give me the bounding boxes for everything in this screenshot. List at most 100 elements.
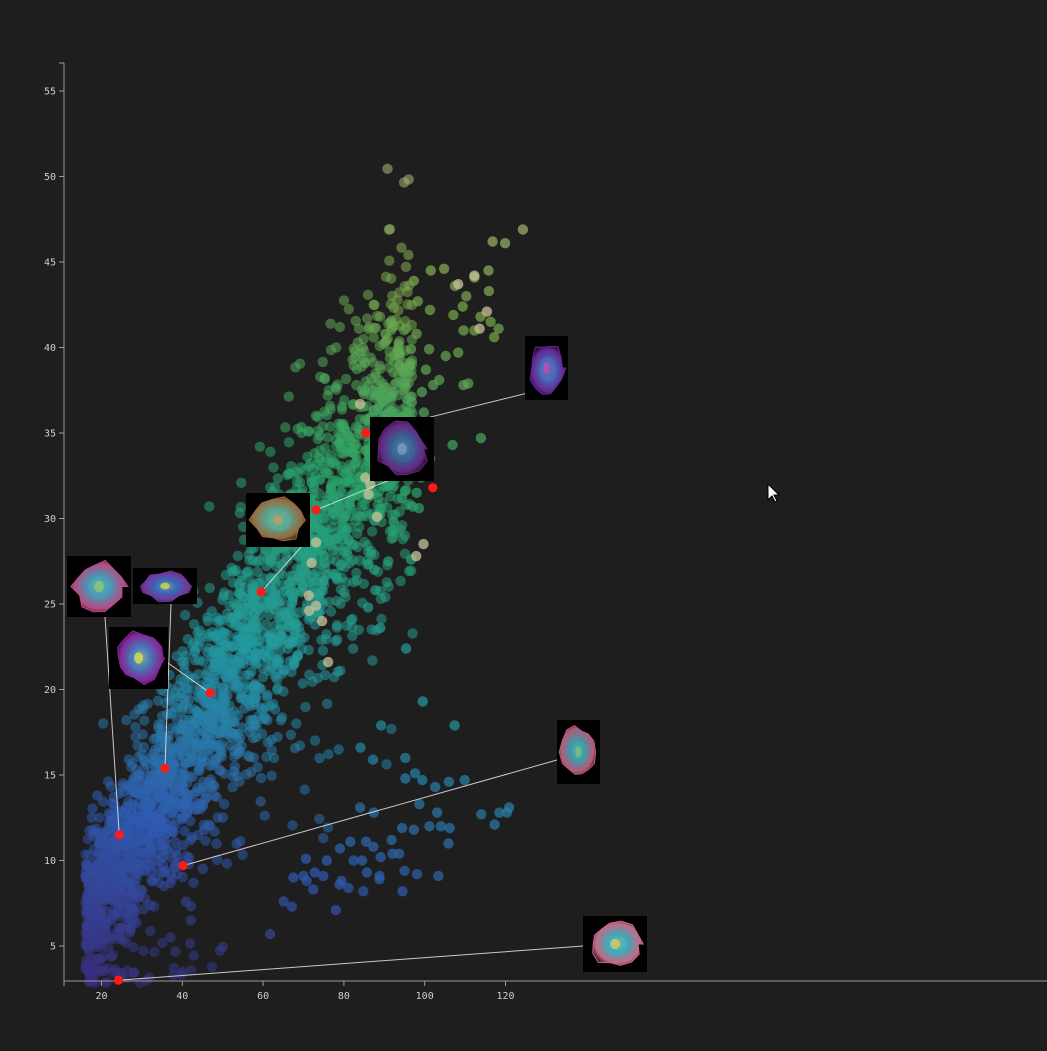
scatter-point	[101, 905, 112, 917]
scatter-point	[94, 812, 105, 823]
scatter-point	[235, 836, 246, 847]
selected-point[interactable]	[256, 587, 266, 597]
scatter-point	[318, 512, 330, 524]
scatter-point	[313, 589, 324, 600]
scatter-point	[425, 265, 436, 276]
scatter-point	[368, 807, 379, 818]
scatter-point	[173, 801, 185, 812]
selected-point[interactable]	[311, 505, 321, 515]
scatter-point	[123, 796, 134, 808]
scatter-point	[325, 482, 337, 493]
scatter-point	[130, 721, 141, 733]
scatter-point	[354, 802, 366, 813]
scatter-point	[178, 783, 189, 795]
cell-thumbnail-3[interactable]	[109, 627, 168, 689]
scatter-point	[113, 922, 124, 934]
scatter-point	[371, 379, 382, 391]
scatter-point	[292, 423, 303, 435]
scatter-point	[398, 367, 409, 379]
cell-thumbnail-7[interactable]	[557, 720, 600, 784]
scatter-point	[335, 461, 347, 472]
cell-thumbnail-1[interactable]	[67, 556, 131, 617]
selected-point[interactable]	[205, 688, 215, 698]
scatter-point	[315, 474, 326, 485]
scatter-point	[104, 829, 115, 840]
scatter-point	[322, 656, 334, 668]
selected-point[interactable]	[160, 763, 170, 773]
selected-point[interactable]	[114, 830, 124, 840]
scatter-point	[318, 870, 329, 882]
scatter-point	[284, 620, 296, 631]
scatter-point	[396, 242, 407, 253]
pointer-arrow-icon	[767, 482, 781, 503]
scatter-point	[489, 332, 500, 343]
scatter-point	[251, 657, 262, 669]
scatter-point	[272, 683, 284, 694]
scatter-point	[217, 594, 228, 605]
scatter-point	[278, 607, 289, 618]
scatter-point	[340, 477, 352, 488]
scatter-point	[142, 698, 153, 710]
scatter-point	[369, 564, 380, 575]
scatter-point	[360, 376, 371, 387]
scatter-point	[414, 798, 425, 810]
scatter-point	[85, 904, 97, 915]
selected-point[interactable]	[428, 483, 438, 493]
scatter-point	[424, 821, 435, 832]
scatter-point	[103, 963, 114, 974]
scatter-point	[183, 724, 195, 736]
scatter-point	[330, 636, 341, 647]
scatter-point	[128, 815, 139, 826]
scatter-point	[359, 499, 370, 510]
scatter-point	[368, 405, 379, 416]
scatter-point	[221, 712, 232, 723]
scatter-point	[325, 606, 337, 617]
scatter-point	[385, 298, 396, 310]
scatter-point	[275, 621, 286, 632]
scatter-point	[192, 829, 204, 841]
scatter-point	[198, 819, 209, 831]
scatter-point	[201, 734, 212, 745]
scatter-point	[179, 660, 190, 671]
scatter-point	[186, 750, 197, 761]
scatter-point	[400, 643, 412, 654]
cell-thumbnail-6[interactable]	[525, 336, 568, 400]
scatter-point	[382, 480, 393, 492]
selected-point[interactable]	[361, 428, 371, 438]
selected-points[interactable]	[113, 428, 438, 985]
scatter-point	[395, 575, 406, 587]
scatter-point	[388, 386, 399, 398]
y-tick-label: 50	[44, 172, 56, 183]
scatter-point	[371, 511, 383, 522]
y-tick-label: 25	[44, 600, 56, 611]
cell-thumbnail-4[interactable]	[246, 493, 310, 547]
scatter-point	[248, 591, 260, 602]
cell-thumbnails[interactable]	[67, 336, 647, 972]
scatter-point	[260, 619, 272, 630]
scatter-point	[501, 807, 513, 818]
scatter-point	[367, 655, 378, 666]
cell-thumbnail-8[interactable]	[583, 916, 647, 972]
cell-thumbnail-2[interactable]	[133, 568, 197, 604]
y-tick-label: 10	[44, 856, 56, 867]
scatter-point	[90, 828, 101, 839]
scatter-point	[146, 799, 157, 811]
scatter-point	[314, 430, 325, 441]
scatter-point	[435, 821, 447, 832]
scatter-point	[138, 945, 149, 957]
scatter-point	[309, 867, 320, 878]
cell-thumbnail-5[interactable]	[370, 417, 434, 481]
scatter-point	[234, 652, 246, 663]
scatter-point	[360, 836, 372, 847]
selected-point[interactable]	[113, 975, 124, 985]
scatter-point	[354, 521, 365, 533]
scatter-point	[255, 772, 267, 784]
scatter-point	[358, 345, 370, 357]
selected-point[interactable]	[178, 861, 188, 871]
scatter-point	[408, 824, 419, 835]
scatter-point	[345, 465, 356, 476]
scatter-point	[485, 316, 496, 327]
scatter-point	[325, 318, 336, 329]
